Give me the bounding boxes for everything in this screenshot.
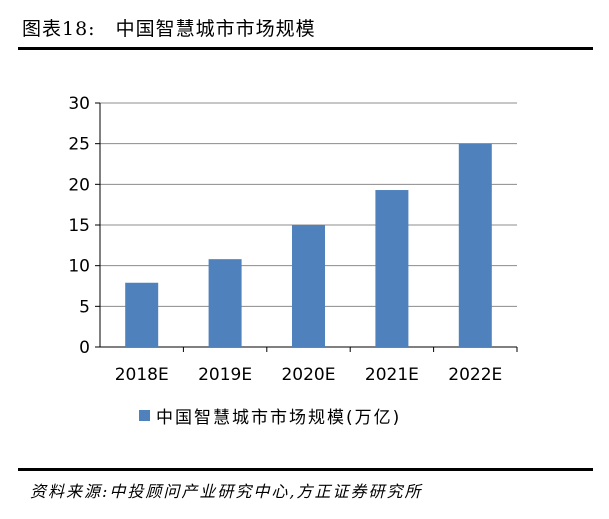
figure-title-text: 中国智慧城市市场规模 bbox=[115, 18, 316, 40]
bar bbox=[375, 190, 409, 347]
y-tick-label: 15 bbox=[68, 216, 90, 236]
figure-label: 图表18: bbox=[22, 18, 96, 40]
bar bbox=[292, 225, 325, 347]
figure-title: 图表18: 中国智慧城市市场规模 bbox=[22, 14, 316, 41]
y-tick-label: 25 bbox=[68, 135, 90, 155]
legend-label: 中国智慧城市市场规模(万亿) bbox=[156, 408, 402, 428]
x-tick-label: 2019E bbox=[198, 365, 252, 385]
y-tick-label: 10 bbox=[68, 257, 90, 277]
top-rule bbox=[18, 47, 593, 50]
bar bbox=[458, 143, 492, 347]
bar bbox=[208, 259, 242, 347]
source-note: 资料来源:中投顾问产业研究中心,方正证券研究所 bbox=[30, 482, 423, 501]
y-tick-label: 5 bbox=[79, 297, 90, 317]
x-tick-label: 2018E bbox=[115, 365, 169, 385]
y-tick-label: 30 bbox=[68, 94, 90, 114]
bar bbox=[125, 282, 159, 347]
legend: 中国智慧城市市场规模(万亿) bbox=[139, 403, 401, 428]
bottom-rule bbox=[18, 468, 593, 471]
y-tick-label: 0 bbox=[79, 338, 90, 358]
legend-swatch bbox=[139, 410, 150, 421]
x-tick-label: 2020E bbox=[281, 365, 335, 385]
y-tick-label: 20 bbox=[68, 175, 90, 195]
x-tick-label: 2022E bbox=[448, 365, 502, 385]
x-tick-label: 2021E bbox=[365, 365, 419, 385]
